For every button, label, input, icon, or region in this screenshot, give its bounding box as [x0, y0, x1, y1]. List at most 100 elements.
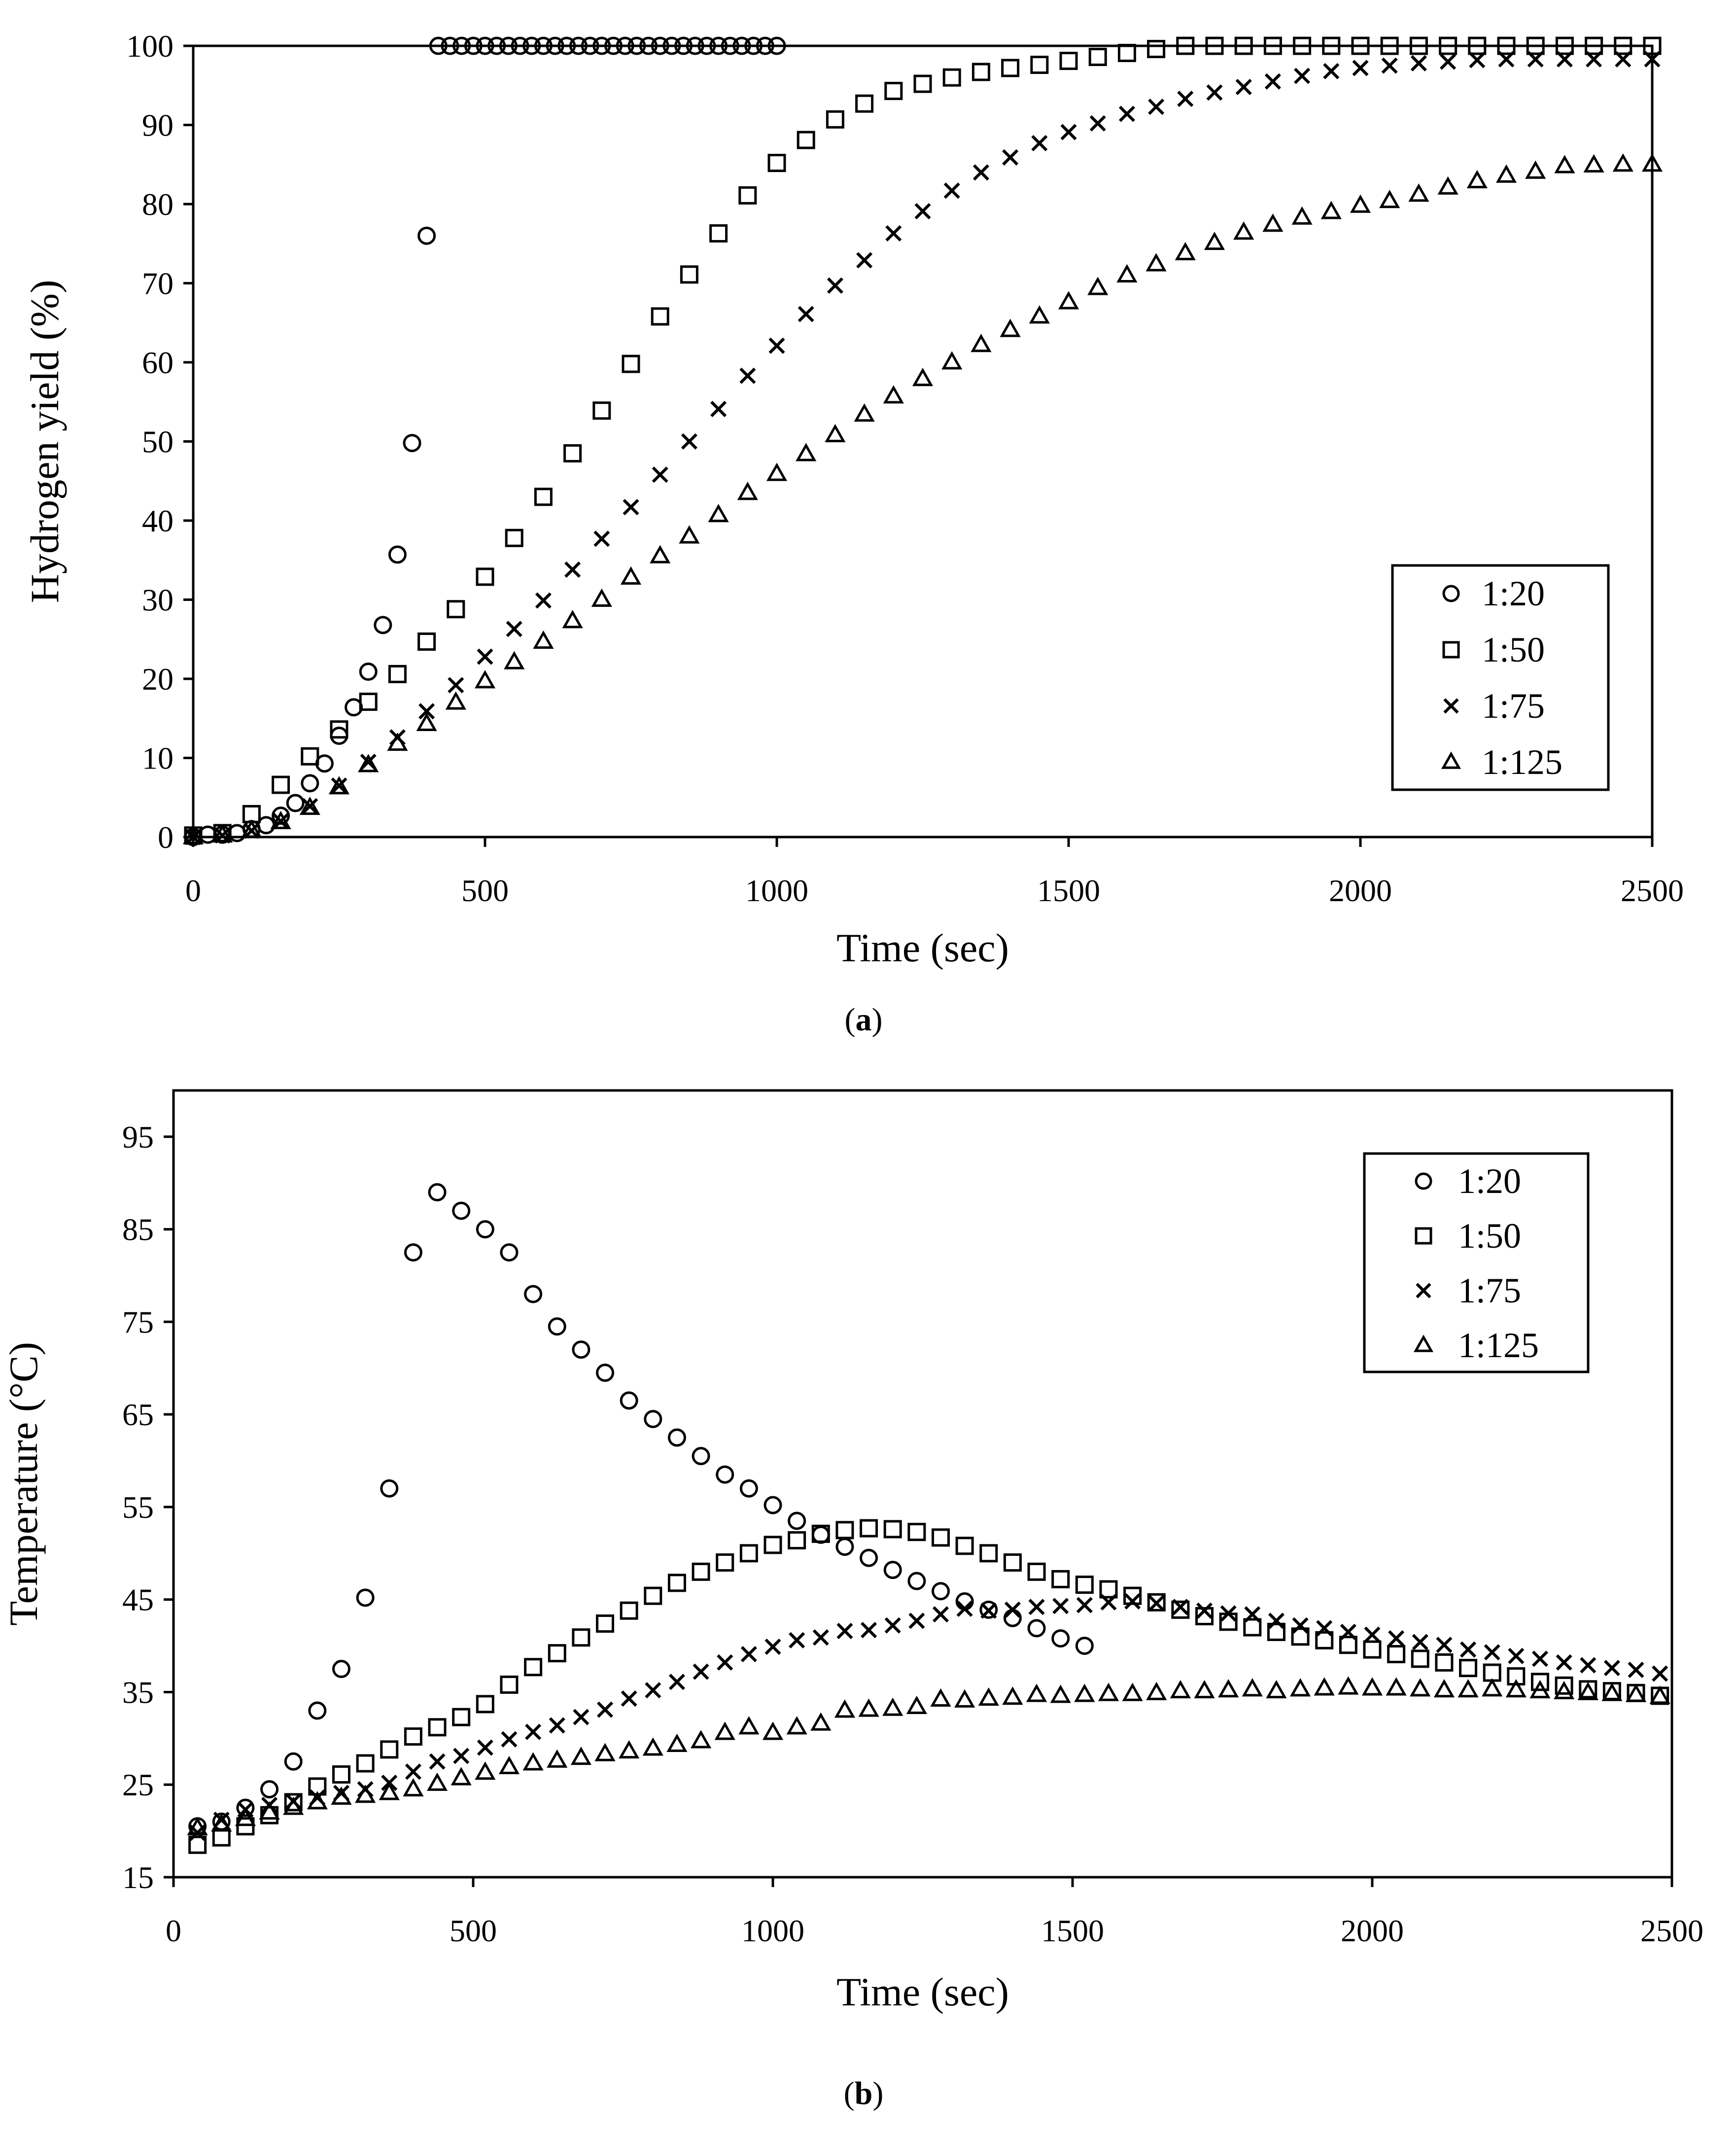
data-point: [417, 632, 436, 651]
data-point: [1000, 318, 1021, 337]
data-point: [1527, 51, 1544, 68]
data-point: [448, 677, 464, 694]
y-tick-label: 20: [142, 662, 174, 697]
data-point: [642, 1737, 663, 1756]
data-point: [932, 1606, 949, 1623]
data-point: [650, 545, 671, 563]
data-point: [563, 444, 582, 463]
data-point: [447, 600, 465, 619]
data-point: [884, 1617, 901, 1634]
data-point: [330, 720, 348, 739]
data-point: [380, 1479, 399, 1498]
data-point: [1433, 1679, 1455, 1698]
data-point: [1291, 206, 1313, 225]
data-point: [884, 81, 903, 100]
data-point: [978, 1687, 999, 1706]
data-point: [236, 1798, 255, 1817]
data-point: [1146, 1682, 1167, 1700]
data-point: [445, 691, 466, 710]
data-point: [403, 434, 421, 453]
data-point: [1555, 1676, 1573, 1695]
data-point: [912, 368, 934, 386]
data-point: [358, 754, 379, 772]
data-point: [562, 610, 583, 629]
legend-marker: [1415, 1172, 1432, 1190]
data-point: [1531, 1650, 1549, 1667]
data-point: [764, 1638, 781, 1655]
data-point: [476, 36, 494, 55]
x-axis-title: Time (sec): [836, 1969, 1009, 2014]
data-point: [836, 1623, 853, 1640]
data-point: [1058, 291, 1079, 310]
x-tick-label: 1500: [1037, 873, 1100, 908]
data-point: [1291, 1627, 1310, 1646]
data-point: [236, 1817, 255, 1836]
data-point: [477, 1739, 493, 1756]
data-point: [858, 1698, 879, 1717]
data-point: [270, 810, 291, 830]
data-point: [693, 1663, 709, 1680]
data-point: [883, 1561, 902, 1579]
data-point: [955, 1537, 974, 1555]
data-point: [1482, 1678, 1503, 1697]
data-point: [1351, 36, 1370, 55]
data-point: [1556, 1654, 1572, 1671]
data-point: [1148, 1595, 1165, 1612]
data-point: [1268, 1612, 1285, 1629]
data-point: [789, 1632, 805, 1648]
data-point: [1314, 1677, 1335, 1696]
legend-marker: [1442, 585, 1460, 602]
data-point: [980, 1602, 997, 1619]
data-point: [1088, 47, 1107, 66]
data-point: [666, 1733, 688, 1752]
data-point: [500, 1675, 519, 1694]
data-point: [1381, 57, 1398, 74]
legend: 1:20 1:50 1:75 1:125: [1391, 564, 1610, 791]
data-point: [1205, 36, 1224, 55]
data-point: [464, 36, 483, 55]
data-point: [885, 225, 902, 242]
y-tick-label: 55: [122, 1490, 154, 1525]
y-tick-label: 15: [122, 1860, 154, 1895]
data-point: [426, 1772, 448, 1791]
data-point: [835, 1521, 854, 1540]
data-point: [668, 1674, 685, 1690]
data-point: [359, 693, 378, 711]
data-point: [308, 1701, 327, 1720]
data-point: [564, 561, 581, 578]
data-point: [1409, 36, 1428, 55]
data-point: [1603, 1660, 1620, 1677]
data-point: [1052, 1598, 1069, 1614]
x-tick-label: 2000: [1329, 873, 1392, 908]
data-point: [591, 588, 612, 607]
data-point: [1320, 201, 1342, 219]
data-point: [764, 1496, 782, 1514]
y-tick-label: 10: [142, 741, 174, 776]
data-point: [283, 1796, 304, 1815]
data-point: [738, 1716, 760, 1735]
data-point: [1323, 63, 1340, 79]
data-point: [535, 592, 552, 609]
data-point: [504, 651, 525, 669]
data-point: [786, 1716, 807, 1735]
data-point: [594, 1743, 616, 1761]
data-point: [332, 1660, 350, 1679]
data-point: [593, 530, 610, 547]
data-point: [622, 354, 640, 373]
data-point: [1408, 183, 1429, 202]
data-point: [374, 616, 392, 634]
data-point: [931, 1582, 950, 1601]
data-point: [1206, 84, 1223, 101]
data-point: [417, 226, 436, 245]
y-tick-label: 35: [122, 1675, 154, 1710]
data-point: [1628, 1661, 1644, 1678]
data-point: [1075, 1637, 1094, 1655]
y-tick-label: 40: [142, 503, 174, 538]
data-point: [943, 182, 960, 199]
data-point: [744, 36, 763, 55]
data-point: [686, 36, 704, 55]
data-point: [709, 224, 728, 243]
data-point: [913, 74, 932, 93]
data-point: [1410, 55, 1427, 71]
legend-label: 1:50: [1482, 630, 1545, 669]
